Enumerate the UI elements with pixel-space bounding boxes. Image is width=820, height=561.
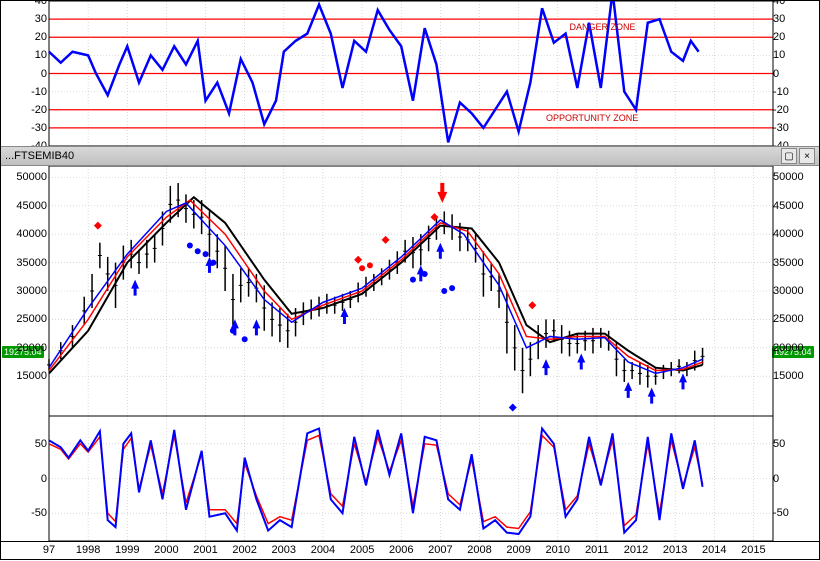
zone-label: DANGER ZONE [569, 22, 635, 32]
x-tick: 2005 [350, 544, 374, 556]
oscillator-panel-top: -40-30-20-10010203040 -40-30-20-10010203… [1, 1, 819, 146]
close-icon: × [804, 151, 810, 162]
x-tick: 2011 [585, 544, 609, 556]
x-tick: 2002 [232, 544, 256, 556]
x-tick: 2010 [546, 544, 570, 556]
x-tick: 2001 [193, 544, 217, 556]
panel-titlebar[interactable]: ...FTSEMIB40 ▢ × [1, 146, 819, 166]
x-tick: 1999 [115, 544, 139, 556]
x-tick: 2003 [272, 544, 296, 556]
top-plot [1, 1, 820, 146]
titlebar-text: ...FTSEMIB40 [5, 150, 779, 162]
price-panel-main: 19275.04 1500020000250003000035000400004… [1, 166, 819, 416]
zone-label: OPPORTUNITY ZONE [546, 113, 638, 123]
x-tick: 2012 [624, 544, 648, 556]
x-tick: 2009 [506, 544, 530, 556]
x-tick: 2000 [154, 544, 178, 556]
x-tick: 2008 [467, 544, 491, 556]
x-tick: 2015 [741, 544, 765, 556]
x-tick: 97 [43, 544, 55, 556]
x-tick: 2014 [702, 544, 726, 556]
x-tick: 1998 [76, 544, 100, 556]
close-button[interactable]: × [799, 148, 815, 164]
x-tick: 2013 [663, 544, 687, 556]
x-tick: 2004 [311, 544, 335, 556]
x-tick: 2006 [389, 544, 413, 556]
oscillator-panel-bottom: -50050 -50050 [1, 416, 819, 541]
main-plot [1, 166, 820, 416]
minimize-button[interactable]: ▢ [781, 148, 797, 164]
minimize-icon: ▢ [784, 151, 793, 162]
x-axis: 97 1998 1999 2000 2001 2002 2003 2004 2005 2006 20… [1, 541, 819, 561]
chart-container: -40-30-20-10010203040 -40-30-20-10010203… [0, 0, 820, 560]
x-tick: 2007 [428, 544, 452, 556]
bottom-plot [1, 416, 820, 541]
